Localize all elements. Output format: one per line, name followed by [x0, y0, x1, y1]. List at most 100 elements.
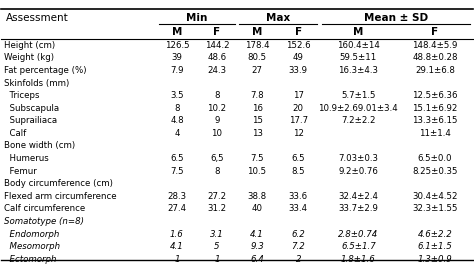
- Text: Mean ± SD: Mean ± SD: [364, 13, 428, 23]
- Text: 29.1±6.8: 29.1±6.8: [415, 66, 455, 75]
- Text: Femur: Femur: [4, 167, 36, 176]
- Text: 7.5: 7.5: [170, 167, 184, 176]
- Text: 27.4: 27.4: [167, 204, 186, 213]
- Text: 5.7±1.5: 5.7±1.5: [341, 91, 375, 100]
- Text: 11±1.4: 11±1.4: [419, 129, 451, 138]
- Text: 7.2±2.2: 7.2±2.2: [341, 116, 375, 125]
- Text: Somatotype (n=8): Somatotype (n=8): [4, 217, 84, 226]
- Text: 16.3±4.3: 16.3±4.3: [338, 66, 378, 75]
- Text: Bone width (cm): Bone width (cm): [4, 142, 75, 150]
- Text: Max: Max: [266, 13, 291, 23]
- Text: 8: 8: [214, 91, 220, 100]
- Text: Ectomorph: Ectomorph: [4, 255, 56, 264]
- Text: 12.5±6.36: 12.5±6.36: [412, 91, 458, 100]
- Text: 7.5: 7.5: [250, 154, 264, 163]
- Text: 6.4: 6.4: [250, 255, 264, 264]
- Text: 5: 5: [214, 242, 220, 251]
- Text: 10.9±2.69.01±3.4: 10.9±2.69.01±3.4: [319, 104, 398, 113]
- Text: 4.1: 4.1: [170, 242, 184, 251]
- Text: 13.3±6.15: 13.3±6.15: [412, 116, 458, 125]
- Text: 9: 9: [214, 116, 219, 125]
- Text: 152.6: 152.6: [286, 41, 310, 50]
- Text: Body circumference (cm): Body circumference (cm): [4, 179, 113, 188]
- Text: 27: 27: [252, 66, 263, 75]
- Text: Skinfolds (mm): Skinfolds (mm): [4, 78, 69, 88]
- Text: 8: 8: [214, 167, 220, 176]
- Text: 7.03±0.3: 7.03±0.3: [338, 154, 378, 163]
- Text: 38.8: 38.8: [247, 192, 266, 201]
- Text: 9.2±0.76: 9.2±0.76: [338, 167, 378, 176]
- Text: 49: 49: [293, 53, 304, 62]
- Text: 31.2: 31.2: [208, 204, 227, 213]
- Text: Height (cm): Height (cm): [4, 41, 55, 50]
- Text: Humerus: Humerus: [4, 154, 48, 163]
- Text: 178.4: 178.4: [245, 41, 269, 50]
- Text: Assessment: Assessment: [6, 13, 69, 23]
- Text: 7.2: 7.2: [292, 242, 305, 251]
- Text: 59.5±11: 59.5±11: [340, 53, 377, 62]
- Text: 20: 20: [293, 104, 304, 113]
- Text: 1.8±1.6: 1.8±1.6: [341, 255, 376, 264]
- Text: 144.2: 144.2: [205, 41, 229, 50]
- Text: 32.4±2.4: 32.4±2.4: [338, 192, 378, 201]
- Text: 28.3: 28.3: [167, 192, 186, 201]
- Text: 1.6: 1.6: [170, 230, 184, 238]
- Text: 1.3±0.9: 1.3±0.9: [418, 255, 452, 264]
- Text: 33.4: 33.4: [289, 204, 308, 213]
- Text: 7.8: 7.8: [250, 91, 264, 100]
- Text: M: M: [252, 27, 262, 37]
- Text: M: M: [172, 27, 182, 37]
- Text: Triceps: Triceps: [4, 91, 39, 100]
- Text: 16: 16: [252, 104, 263, 113]
- Text: 33.9: 33.9: [289, 66, 308, 75]
- Text: F: F: [431, 27, 438, 37]
- Text: Fat percentage (%): Fat percentage (%): [4, 66, 86, 75]
- Text: 10.5: 10.5: [247, 167, 266, 176]
- Text: Flexed arm circumference: Flexed arm circumference: [4, 192, 117, 201]
- Text: Suprailiaca: Suprailiaca: [4, 116, 57, 125]
- Text: 15.1±6.92: 15.1±6.92: [412, 104, 457, 113]
- Text: Endomorph: Endomorph: [4, 230, 59, 238]
- Text: 6.2: 6.2: [292, 230, 305, 238]
- Text: 12: 12: [293, 129, 304, 138]
- Text: 2: 2: [295, 255, 301, 264]
- Text: 17.7: 17.7: [289, 116, 308, 125]
- Text: 80.5: 80.5: [247, 53, 266, 62]
- Text: Weight (kg): Weight (kg): [4, 53, 54, 62]
- Text: 3.1: 3.1: [210, 230, 224, 238]
- Text: 2.8±0.74: 2.8±0.74: [338, 230, 378, 238]
- Text: 30.4±4.52: 30.4±4.52: [412, 192, 458, 201]
- Text: 4.1: 4.1: [250, 230, 264, 238]
- Text: 126.5: 126.5: [164, 41, 189, 50]
- Text: 160.4±14: 160.4±14: [337, 41, 380, 50]
- Text: 40: 40: [252, 204, 263, 213]
- Text: 1: 1: [174, 255, 180, 264]
- Text: 8: 8: [174, 104, 180, 113]
- Text: Subscapula: Subscapula: [4, 104, 59, 113]
- Text: 10.2: 10.2: [208, 104, 227, 113]
- Text: 33.6: 33.6: [289, 192, 308, 201]
- Text: 9.3: 9.3: [250, 242, 264, 251]
- Text: 7.9: 7.9: [170, 66, 183, 75]
- Text: 32.3±1.55: 32.3±1.55: [412, 204, 458, 213]
- Text: Calf: Calf: [4, 129, 26, 138]
- Text: M: M: [353, 27, 364, 37]
- Text: 24.3: 24.3: [208, 66, 227, 75]
- Text: Mesomorph: Mesomorph: [4, 242, 60, 251]
- Text: 6.1±1.5: 6.1±1.5: [418, 242, 452, 251]
- Text: 15: 15: [252, 116, 263, 125]
- Text: 33.7±2.9: 33.7±2.9: [338, 204, 378, 213]
- Text: 4.6±2.2: 4.6±2.2: [418, 230, 452, 238]
- Text: 48.6: 48.6: [208, 53, 227, 62]
- Text: 6.5: 6.5: [170, 154, 184, 163]
- Text: 13: 13: [252, 129, 263, 138]
- Text: 4: 4: [174, 129, 180, 138]
- Text: 6.5: 6.5: [292, 154, 305, 163]
- Text: 6.5±0.0: 6.5±0.0: [418, 154, 452, 163]
- Text: F: F: [213, 27, 220, 37]
- Text: Min: Min: [186, 13, 208, 23]
- Text: 148.4±5.9: 148.4±5.9: [412, 41, 457, 50]
- Text: 6.5±1.7: 6.5±1.7: [341, 242, 376, 251]
- Text: 3.5: 3.5: [170, 91, 184, 100]
- Text: 8.5: 8.5: [292, 167, 305, 176]
